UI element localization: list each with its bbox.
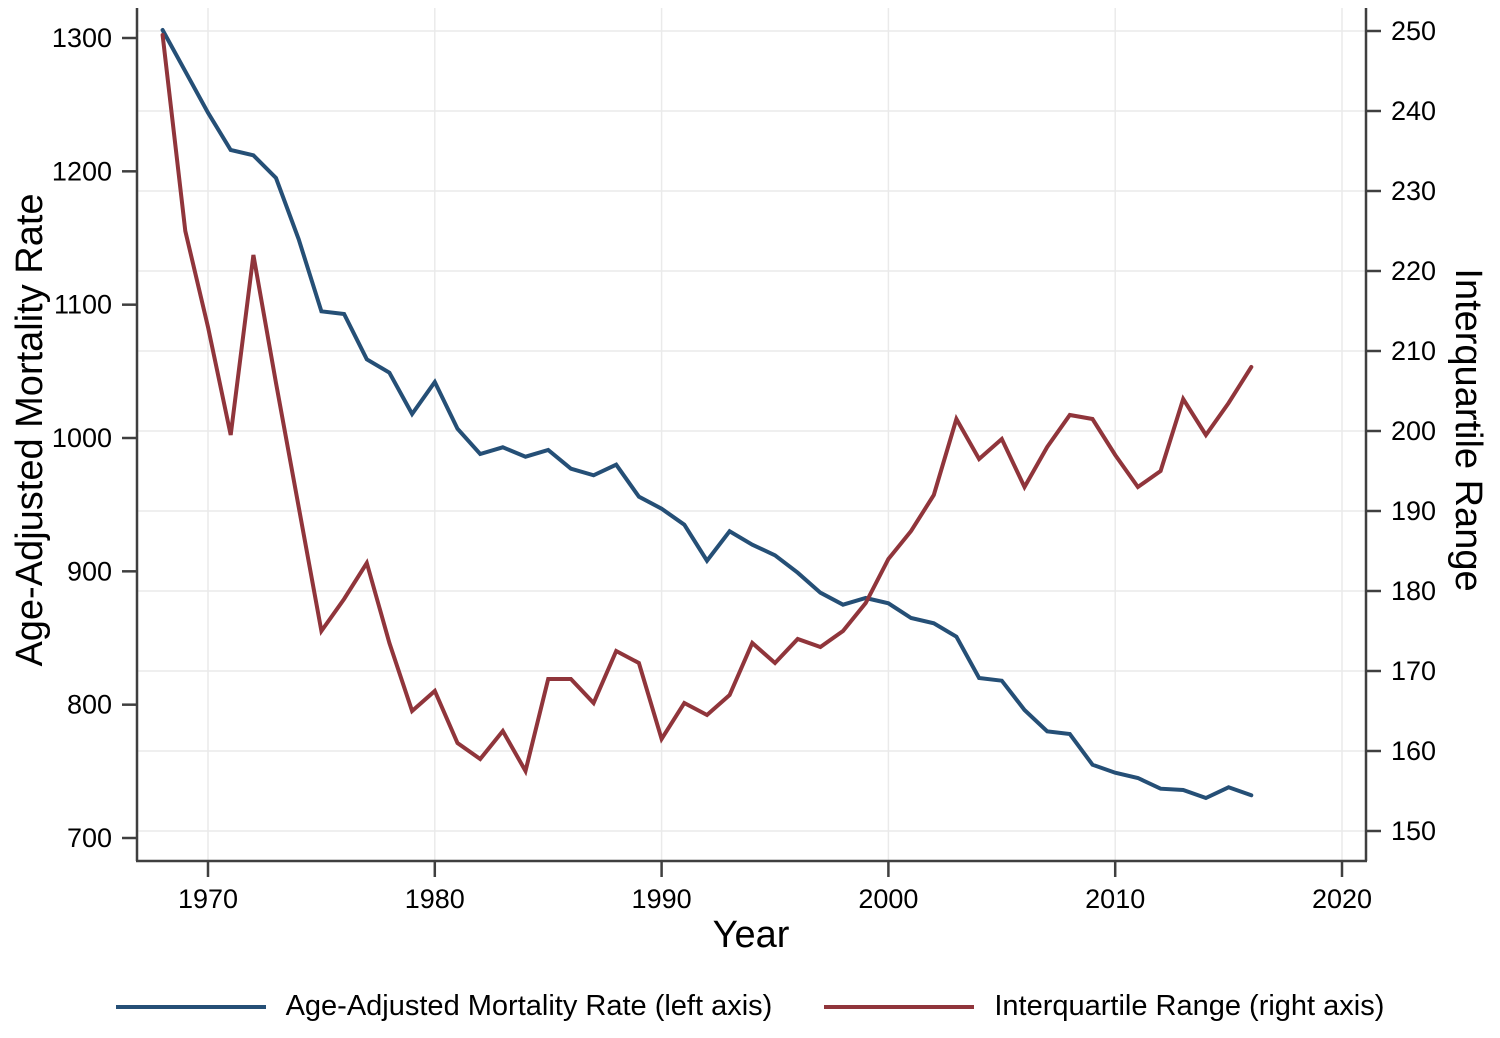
x-tick-label: 1990 <box>632 884 692 914</box>
legend-line-swatch-mortality <box>115 1004 266 1009</box>
legend-item-mortality: Age-Adjusted Mortality Rate (left axis) <box>115 990 773 1023</box>
y-right-tick-label: 250 <box>1391 16 1436 46</box>
x-tick-label: 2000 <box>858 884 918 914</box>
y-right-tick-label: 220 <box>1391 256 1436 286</box>
y-left-tick-label: 700 <box>67 823 112 853</box>
y-left-tick-label: 1100 <box>54 290 112 320</box>
y-right-tick-label: 200 <box>1391 416 1436 446</box>
gridlines <box>137 8 1366 861</box>
series-line-mortality <box>160 28 1254 801</box>
ticks: 700 800 900 1000 1100 1200 1300 150 160 170 180 190… <box>52 16 1436 914</box>
x-tick-label: 1970 <box>178 884 238 914</box>
x-tick-label: 2010 <box>1085 884 1145 914</box>
left-y-axis-title: Age-Adjusted Mortality Rate <box>9 193 51 667</box>
y-right-tick-label: 160 <box>1391 736 1436 766</box>
y-right-tick-label: 240 <box>1391 96 1436 126</box>
y-right-tick-label: 210 <box>1391 336 1436 366</box>
y-right-tick-label: 190 <box>1391 496 1436 526</box>
legend-line-swatch-iqr <box>824 1004 975 1009</box>
legend-label-mortality: Age-Adjusted Mortality Rate (left axis) <box>285 990 773 1022</box>
right-y-axis-title: Interquartile Range <box>1447 268 1489 592</box>
legend-item-iqr: Interquartile Range (right axis) <box>824 990 1384 1023</box>
legend: Age-Adjusted Mortality Rate (left axis) … <box>0 990 1500 1023</box>
y-right-tick-label: 170 <box>1391 656 1436 686</box>
y-right-tick-label: 150 <box>1391 816 1436 846</box>
x-axis-title: Year <box>712 914 790 956</box>
x-tick-label: 2020 <box>1312 884 1372 914</box>
x-tick-label: 1980 <box>405 884 465 914</box>
y-left-tick-label: 1300 <box>52 23 112 53</box>
y-left-tick-label: 900 <box>67 556 112 586</box>
series-line-iqr <box>160 33 1254 777</box>
y-right-tick-label: 180 <box>1391 576 1436 606</box>
y-left-tick-label: 800 <box>67 690 112 720</box>
y-right-tick-label: 230 <box>1391 176 1436 206</box>
y-left-tick-label: 1000 <box>52 423 112 453</box>
axes <box>135 8 1368 863</box>
y-left-tick-label: 1200 <box>52 156 112 186</box>
legend-label-iqr: Interquartile Range (right axis) <box>994 990 1385 1022</box>
